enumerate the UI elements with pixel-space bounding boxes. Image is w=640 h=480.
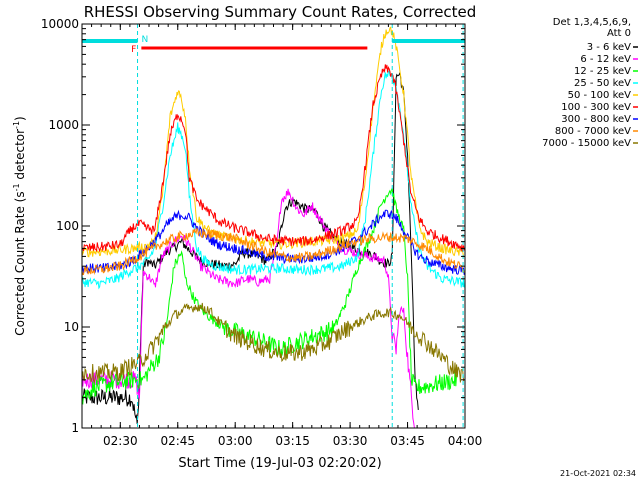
y-axis-label-main: Corrected Count Rate (s xyxy=(13,191,27,335)
series-line-1 xyxy=(82,189,414,428)
x-tick-label-3: 03:15 xyxy=(275,434,310,448)
rhessi-count-rate-chart: RHESSI Observing Summary Count Rates, Co… xyxy=(0,0,640,480)
footer-date: 21-Oct-2021 02:34 xyxy=(560,469,636,478)
y-tick-label-0: 1 xyxy=(71,421,79,435)
legend-label-5: 100 - 300 keV xyxy=(561,102,631,113)
legend-label-1: 6 - 12 keV xyxy=(580,54,631,65)
series-layer xyxy=(82,27,464,428)
y-axis-label-tail: detector xyxy=(13,129,27,184)
x-tick-label-1: 02:45 xyxy=(160,434,195,448)
x-tick-label-0: 02:30 xyxy=(103,434,138,448)
y-axis-label: Corrected Count Rate (s-1 detector-1) xyxy=(12,116,27,335)
y-axis-label-sup: -1 xyxy=(12,183,21,191)
legend-header-0: Det 1,3,4,5,6,9, xyxy=(553,17,631,28)
x-tick-label-5: 03:45 xyxy=(390,434,425,448)
y-tick-label-1: 10 xyxy=(64,320,79,334)
flare-flag-label: F xyxy=(131,45,136,55)
legend-label-0: 3 - 6 keV xyxy=(587,42,631,53)
night-flag-label: N xyxy=(142,35,149,45)
x-tick-label-4: 03:30 xyxy=(333,434,368,448)
y-tick-label-4: 10000 xyxy=(41,17,79,31)
y-tick-label-3: 1000 xyxy=(48,118,79,132)
x-tick-label-6: 04:00 xyxy=(448,434,483,448)
chart-title: RHESSI Observing Summary Count Rates, Co… xyxy=(84,3,477,21)
x-axis-label: Start Time (19-Jul-03 02:20:02) xyxy=(178,456,381,471)
legend-label-2: 12 - 25 keV xyxy=(574,66,631,77)
legend-label-7: 800 - 7000 keV xyxy=(555,126,631,137)
y-axis-label-close: ) xyxy=(13,116,27,121)
legend-label-6: 300 - 800 keV xyxy=(561,114,631,125)
x-tick-label-2: 03:00 xyxy=(218,434,253,448)
legend-label-3: 25 - 50 keV xyxy=(574,78,631,89)
legend-label-4: 50 - 100 keV xyxy=(568,90,632,101)
y-tick-label-2: 100 xyxy=(56,219,79,233)
y-axis-label-tail-sup: -1 xyxy=(12,121,21,129)
legend-label-8: 7000 - 15000 keV xyxy=(542,138,631,149)
legend-header-1: Att 0 xyxy=(607,28,631,39)
